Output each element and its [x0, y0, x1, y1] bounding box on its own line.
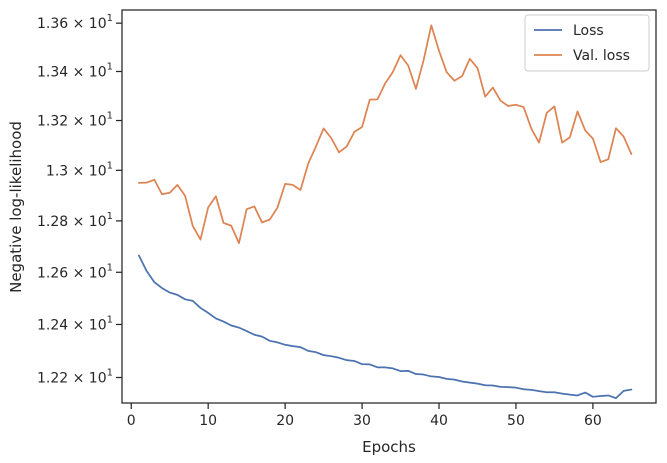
x-tick-label: 40	[430, 413, 448, 429]
y-tick-label: 1.28 × 101	[37, 211, 113, 230]
y-axis: 1.22 × 101 1.24 × 101 1.26 × 101 1.28 × 101…	[37, 13, 122, 387]
y-axis-label: Negative log-likelihood	[7, 121, 25, 293]
x-tick-label: 20	[276, 413, 294, 429]
series-line-loss	[138, 254, 633, 400]
y-tick-label: 1.22 × 101	[37, 368, 113, 387]
y-tick-label: 1.26 × 101	[37, 262, 113, 281]
series-layer	[138, 24, 633, 400]
x-tick-label: 50	[507, 413, 525, 429]
legend-label-val-loss: Val. loss	[573, 48, 630, 64]
y-tick-label: 1.24 × 101	[37, 314, 113, 333]
legend-frame	[524, 14, 650, 72]
x-tick-label: 0	[127, 413, 136, 429]
x-axis-label: Epochs	[362, 438, 416, 456]
x-tick-label: 30	[353, 413, 371, 429]
x-tick-label: 10	[199, 413, 217, 429]
y-tick-label: 1.36 × 101	[37, 13, 113, 32]
series-line-val-loss	[138, 24, 633, 245]
legend: Loss Val. loss	[524, 14, 650, 72]
y-tick-label: 1.34 × 101	[37, 61, 113, 80]
x-axis: 0 10 20 30 40 50 60	[127, 403, 602, 429]
plot-frame	[121, 9, 657, 404]
x-tick-label: 60	[584, 413, 602, 429]
legend-label-loss: Loss	[573, 23, 604, 39]
y-tick-label: 1.32 × 101	[37, 111, 113, 130]
y-tick-label: 1.3 × 101	[46, 160, 113, 179]
plot-area	[122, 10, 656, 403]
